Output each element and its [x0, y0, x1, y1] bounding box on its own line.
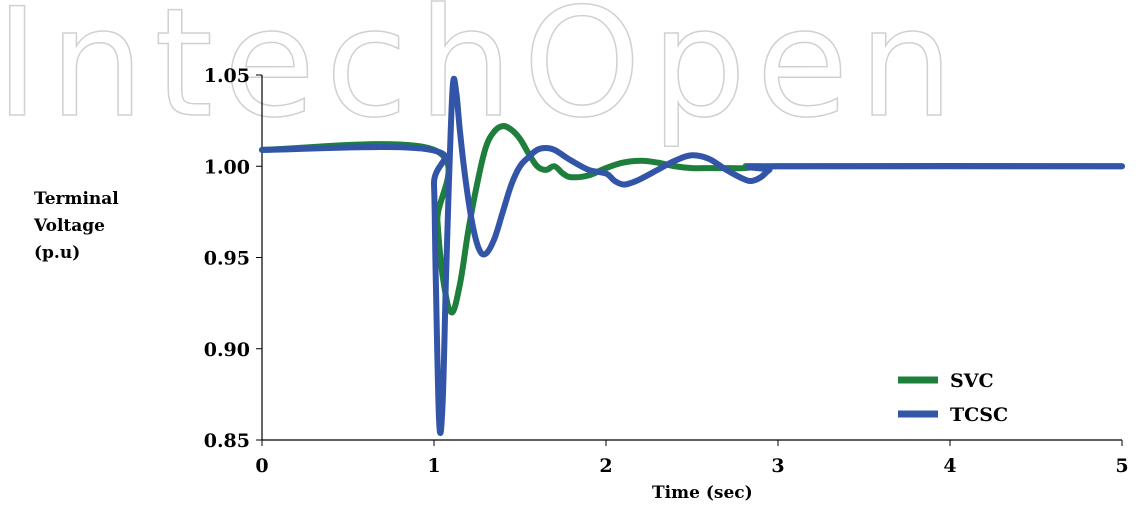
y-tick-label: 0.90 [204, 339, 250, 361]
x-tick-label: 4 [943, 455, 956, 477]
x-tick-label: 5 [1115, 455, 1128, 477]
series-line-tcsc [259, 75, 1125, 437]
y-tick-label: 0.85 [204, 430, 250, 452]
y-axis-title: Terminal Voltage (p.u) [33, 189, 125, 263]
y-axis-title-line-1: Terminal [34, 189, 119, 209]
x-tick-label: 2 [599, 455, 612, 477]
x-tick-label: 0 [255, 455, 268, 477]
x-tick-label: 1 [427, 455, 440, 477]
legend-label-tcsc: TCSC [950, 404, 1008, 426]
y-axis-title-line-2: Voltage [33, 216, 105, 236]
y-ticks: 1.05 1.00 0.95 0.90 0.85 [204, 65, 262, 452]
x-tick-label: 3 [771, 455, 784, 477]
x-axis-title: Time (sec) [652, 483, 753, 503]
y-axis-title-line-3: (p.u) [34, 243, 80, 263]
x-ticks: 0 1 2 3 4 5 [255, 440, 1129, 477]
y-tick-label: 1.00 [204, 156, 250, 178]
plot-series [259, 75, 1125, 437]
legend-label-svc: SVC [950, 370, 994, 392]
legend: SVC TCSC [898, 370, 1008, 426]
y-tick-label: 1.05 [204, 65, 250, 87]
y-tick-label: 0.95 [204, 248, 250, 270]
watermark: IntechOpen [0, 0, 964, 151]
